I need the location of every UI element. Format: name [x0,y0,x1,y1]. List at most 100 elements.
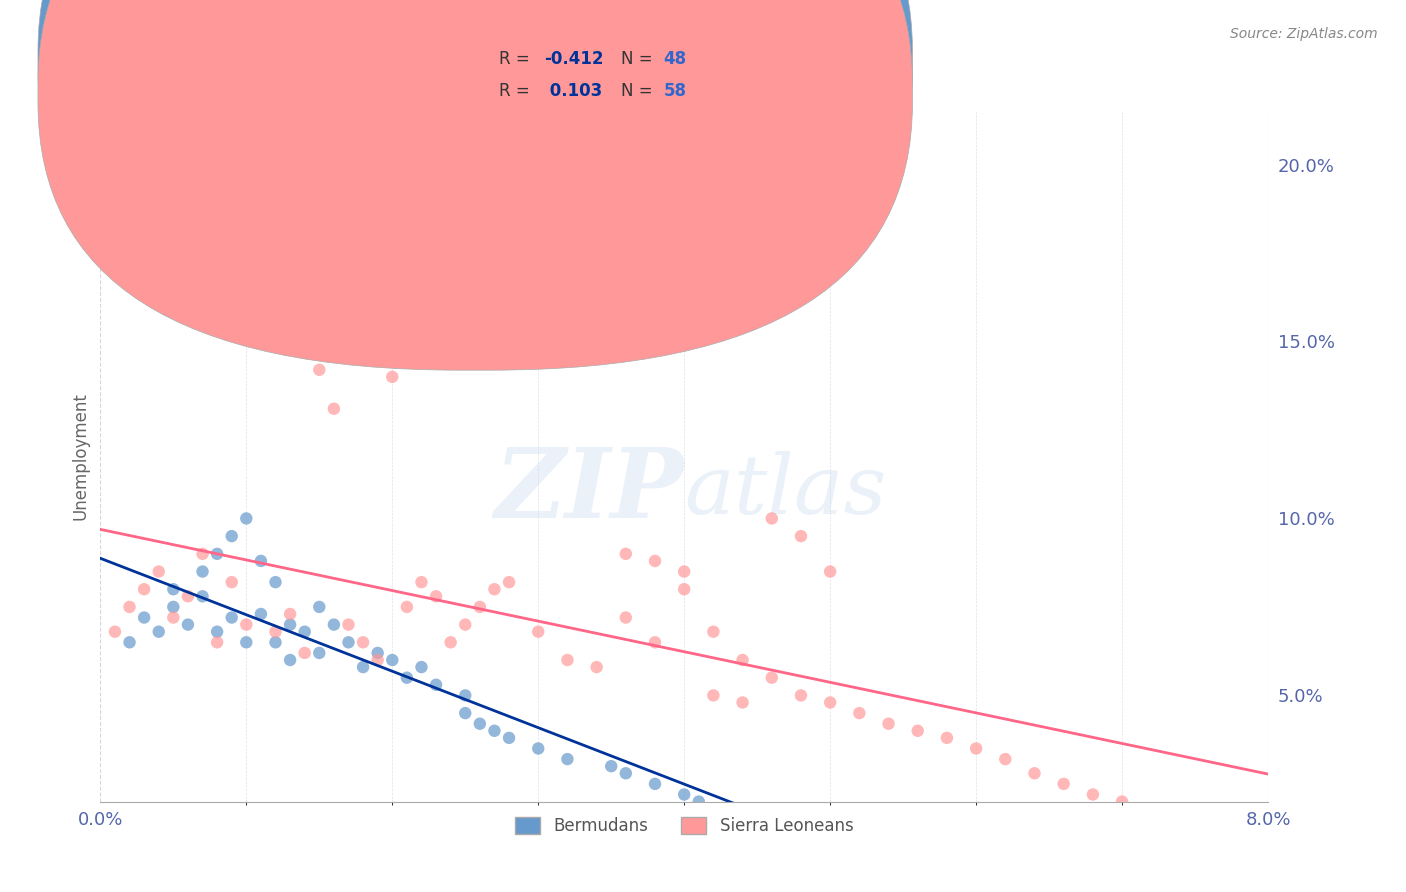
Point [557,752,579,766]
Point [1081,788,1104,802]
Point [614,547,637,561]
Point [790,822,813,837]
Point [162,599,184,614]
Point [308,599,330,614]
Point [818,696,841,710]
Point [688,795,710,809]
Point [177,590,200,604]
Point [717,802,740,816]
Point [264,624,287,639]
Point [264,635,287,649]
Point [761,671,783,685]
Point [527,624,550,639]
Point [425,590,447,604]
Point [221,610,243,624]
Text: 0.103: 0.103 [544,82,602,100]
Point [673,565,696,579]
Point [848,706,870,720]
Point [848,830,870,844]
Point [134,582,156,597]
Legend: Bermudans, Sierra Leoneans: Bermudans, Sierra Leoneans [508,810,860,841]
Text: R =: R = [499,82,536,100]
Point [352,660,374,674]
Point [877,716,900,731]
Point [235,617,257,632]
Point [148,565,170,579]
Point [907,837,929,851]
Point [454,689,477,703]
Point [425,678,447,692]
Point [322,401,344,416]
Text: N =: N = [621,50,658,68]
Point [454,617,477,632]
Point [221,529,243,543]
Y-axis label: Unemployment: Unemployment [72,392,89,520]
Point [818,565,841,579]
Point [440,635,463,649]
Point [411,575,433,590]
Point [118,635,141,649]
Text: ZIP: ZIP [495,444,685,538]
Point [702,689,724,703]
Point [935,731,957,745]
Point [790,689,813,703]
Point [614,610,637,624]
Point [644,635,666,649]
Point [221,575,243,590]
Point [191,547,214,561]
Point [907,723,929,738]
Point [614,766,637,780]
Text: -0.412: -0.412 [544,50,603,68]
Point [1024,766,1046,780]
Point [294,646,316,660]
Point [264,575,287,590]
Text: 58: 58 [664,82,686,100]
Text: 48: 48 [664,50,686,68]
Point [747,812,769,826]
Point [148,624,170,639]
Point [134,610,156,624]
Point [731,696,754,710]
Point [702,624,724,639]
Point [205,547,228,561]
Point [585,660,607,674]
Point [367,646,389,660]
Point [381,370,404,384]
Point [337,617,360,632]
Point [484,582,506,597]
Point [162,582,184,597]
Point [790,529,813,543]
Point [250,607,273,621]
Text: R =: R = [499,50,536,68]
Point [484,723,506,738]
Text: Source: ZipAtlas.com: Source: ZipAtlas.com [1230,27,1378,41]
Point [468,599,491,614]
Point [468,716,491,731]
Point [994,752,1017,766]
Point [644,554,666,568]
Point [965,741,987,756]
Point [308,646,330,660]
Point [454,706,477,720]
Point [235,635,257,649]
Point [278,653,301,667]
Point [381,653,404,667]
Point [205,624,228,639]
Text: atlas: atlas [685,451,887,531]
Point [250,334,273,349]
Point [352,635,374,649]
Point [673,788,696,802]
Point [205,635,228,649]
Point [250,554,273,568]
Point [294,624,316,639]
Point [308,363,330,377]
Point [367,653,389,667]
Point [498,731,520,745]
Point [498,575,520,590]
Point [761,511,783,525]
Point [527,741,550,756]
Point [118,599,141,614]
Point [1111,795,1133,809]
Point [395,599,418,614]
Text: BERMUDAN VS SIERRA LEONEAN UNEMPLOYMENT CORRELATION CHART: BERMUDAN VS SIERRA LEONEAN UNEMPLOYMENT … [84,27,789,45]
